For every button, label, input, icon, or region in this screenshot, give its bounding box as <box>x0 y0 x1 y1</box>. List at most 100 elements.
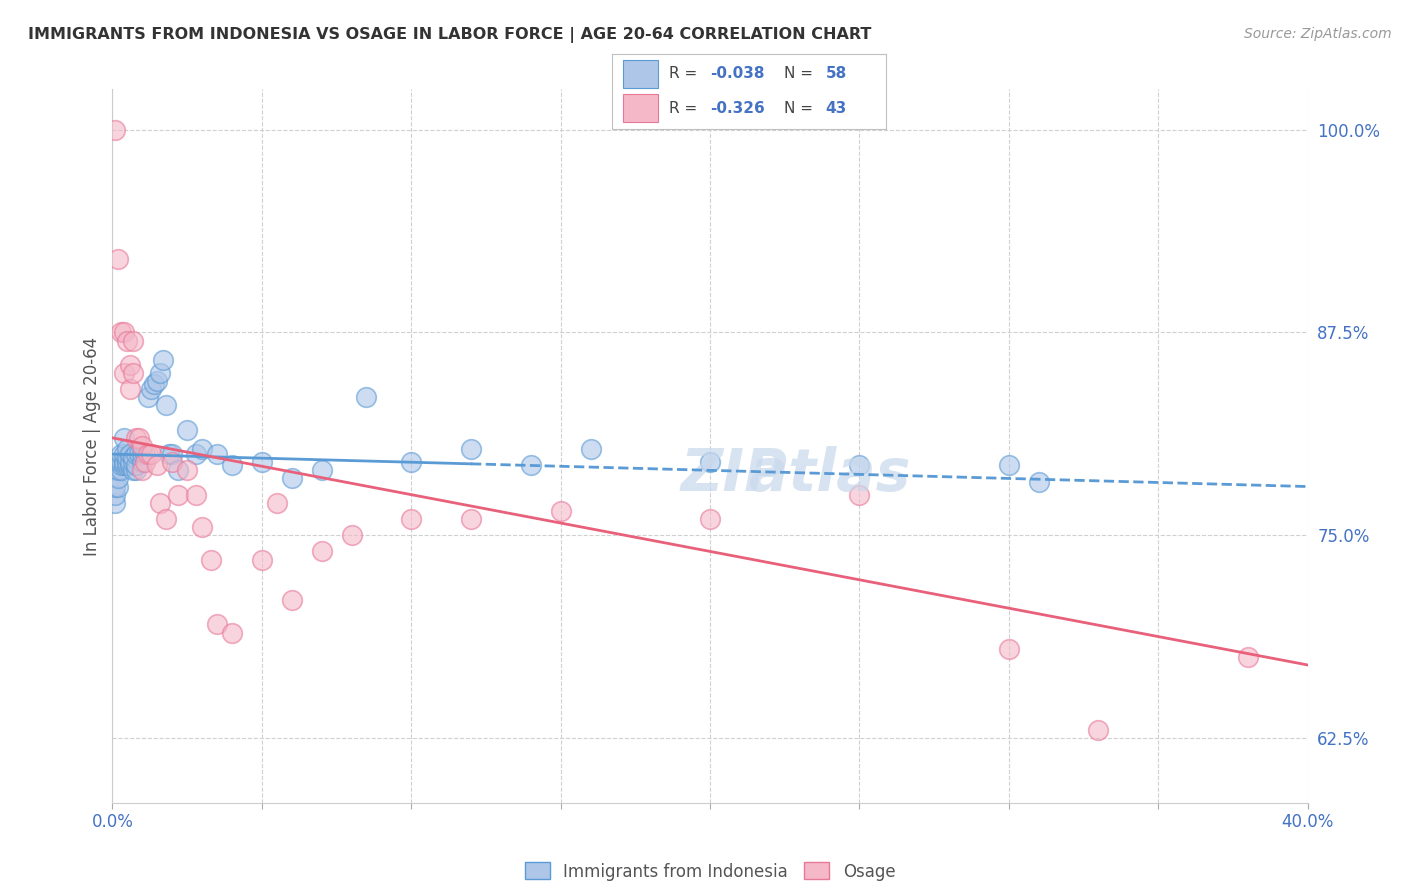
Point <box>311 463 333 477</box>
Text: atlas: atlas <box>749 446 910 503</box>
Bar <box>623 61 658 87</box>
Point <box>340 528 363 542</box>
Text: R =: R = <box>669 101 703 116</box>
Point <box>122 463 145 477</box>
Text: ZIP: ZIP <box>681 446 787 503</box>
Text: IMMIGRANTS FROM INDONESIA VS OSAGE IN LABOR FORCE | AGE 20-64 CORRELATION CHART: IMMIGRANTS FROM INDONESIA VS OSAGE IN LA… <box>28 27 872 43</box>
Point <box>205 617 228 632</box>
Point <box>131 455 153 469</box>
Point <box>186 447 208 461</box>
Point <box>114 455 135 469</box>
Point <box>107 471 129 485</box>
Point <box>122 455 145 469</box>
Point <box>110 455 132 469</box>
Point <box>125 463 148 477</box>
Text: -0.326: -0.326 <box>710 101 765 116</box>
Point <box>125 458 148 473</box>
Point <box>157 447 180 461</box>
Point <box>250 552 273 566</box>
Point <box>998 458 1021 473</box>
Point <box>401 512 423 526</box>
Point <box>117 450 139 465</box>
Point <box>221 458 243 473</box>
Point <box>138 390 160 404</box>
Text: R =: R = <box>669 67 703 81</box>
Text: N =: N = <box>785 101 818 116</box>
Point <box>266 496 288 510</box>
Point <box>1028 475 1050 489</box>
Point <box>167 463 190 477</box>
Point <box>107 463 129 477</box>
Text: 43: 43 <box>825 101 846 116</box>
Point <box>120 458 142 473</box>
Point <box>104 496 127 510</box>
Point <box>104 122 127 136</box>
Point <box>311 544 333 558</box>
Text: N =: N = <box>785 67 818 81</box>
Point <box>167 488 190 502</box>
Point <box>120 358 142 372</box>
Point <box>110 326 132 340</box>
Point <box>134 447 156 461</box>
Point <box>117 455 139 469</box>
Point <box>1237 649 1260 664</box>
Point <box>155 512 177 526</box>
Point <box>117 442 139 457</box>
Point <box>114 431 135 445</box>
Point <box>155 399 177 413</box>
Point <box>120 447 142 461</box>
Point <box>146 458 169 473</box>
Point <box>191 520 214 534</box>
Point <box>104 479 127 493</box>
Point <box>143 377 166 392</box>
Point <box>1087 723 1109 737</box>
Point <box>281 593 304 607</box>
Point <box>122 450 145 465</box>
Point <box>114 366 135 380</box>
Point <box>191 442 214 457</box>
Point <box>699 455 721 469</box>
Point <box>122 334 145 348</box>
Point <box>281 471 304 485</box>
Point <box>162 447 183 461</box>
Point <box>110 463 132 477</box>
Point <box>134 455 156 469</box>
Point <box>152 353 174 368</box>
Point <box>998 641 1021 656</box>
Point <box>110 447 132 461</box>
Bar <box>623 95 658 122</box>
Y-axis label: In Labor Force | Age 20-64: In Labor Force | Age 20-64 <box>83 336 101 556</box>
Point <box>356 390 378 404</box>
Point <box>250 455 273 469</box>
Point <box>186 488 208 502</box>
Point <box>131 463 153 477</box>
Point <box>401 455 423 469</box>
Point <box>221 625 243 640</box>
Point <box>176 423 198 437</box>
Point <box>699 512 721 526</box>
Point <box>200 552 222 566</box>
Point <box>176 463 198 477</box>
Text: 58: 58 <box>825 67 846 81</box>
Point <box>149 496 172 510</box>
Point <box>141 447 163 461</box>
Point <box>117 458 139 473</box>
Point <box>114 458 135 473</box>
Text: Source: ZipAtlas.com: Source: ZipAtlas.com <box>1244 27 1392 41</box>
Point <box>460 442 482 457</box>
Point <box>460 512 482 526</box>
Point <box>138 447 160 461</box>
Point <box>128 431 150 445</box>
Point <box>114 447 135 461</box>
Point <box>131 447 153 461</box>
Legend: Immigrants from Indonesia, Osage: Immigrants from Indonesia, Osage <box>517 855 903 888</box>
Point <box>120 382 142 396</box>
Point <box>125 447 148 461</box>
Point <box>162 455 183 469</box>
Point <box>848 458 870 473</box>
Point <box>141 382 163 396</box>
Point <box>520 458 543 473</box>
Point <box>149 366 172 380</box>
Point <box>146 374 169 388</box>
Point <box>205 447 228 461</box>
